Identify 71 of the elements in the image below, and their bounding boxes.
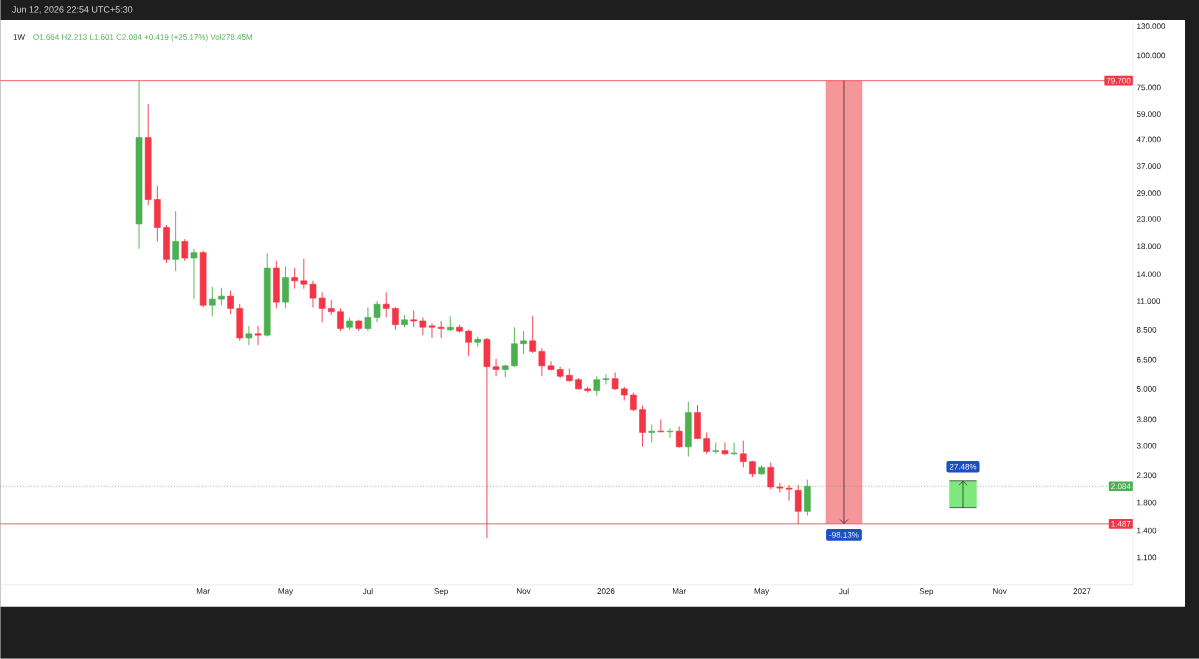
- candlestick: [529, 315, 537, 354]
- y-tick-label: 75.000: [1136, 84, 1161, 91]
- x-tick-label: May: [278, 588, 294, 596]
- candlestick: [721, 442, 729, 456]
- x-tick-label: Jul: [838, 588, 849, 595]
- candlestick: [657, 419, 665, 434]
- x-tick-label: Nov: [517, 588, 531, 595]
- y-tick-label: 6.500: [1136, 356, 1157, 363]
- y-tick-label: 5.000: [1136, 386, 1157, 392]
- ref-line-label: 2.084: [1111, 483, 1131, 490]
- candlestick: [337, 308, 344, 332]
- candlestick: [465, 329, 472, 357]
- candlestick: [392, 307, 399, 331]
- candlestick: [172, 210, 179, 272]
- candlestick: [291, 267, 298, 290]
- y-tick-label: 130.000: [1137, 23, 1166, 30]
- x-tick-label: Sep: [919, 588, 934, 596]
- ref-line-label: 1.487: [1111, 521, 1131, 527]
- candlestick: [602, 373, 610, 386]
- y-tick-label: 18.000: [1137, 243, 1161, 250]
- candlestick: [300, 258, 308, 290]
- y-tick-label: 11.000: [1137, 298, 1161, 305]
- candlestick: [767, 462, 775, 490]
- text: 1W: [13, 34, 25, 40]
- x-tick-label: 2027: [1073, 588, 1091, 595]
- annotation: -98.13%: [829, 532, 859, 538]
- candlestick: [730, 442, 738, 456]
- x-tick-label: Mar: [196, 588, 210, 595]
- annotation: 27.48%: [949, 464, 977, 470]
- candlestick: [630, 392, 637, 412]
- candlestick: [208, 286, 216, 317]
- candlestick: [712, 442, 720, 455]
- x-tick-label: Mar: [672, 588, 686, 595]
- y-tick-label: 3.800: [1136, 416, 1157, 423]
- y-tick-label: 8.500: [1136, 327, 1157, 333]
- candlestick: [190, 248, 198, 300]
- candlestick: [245, 325, 253, 346]
- y-tick-label: 2.300: [1136, 472, 1157, 479]
- candlestick: [382, 292, 390, 318]
- candlestick: [511, 326, 518, 368]
- candlestick: [181, 238, 189, 262]
- candlestick: [648, 424, 656, 443]
- candlestick: [254, 325, 262, 346]
- x-tick-label: 2026: [597, 588, 615, 595]
- x-tick-label: Sep: [434, 588, 448, 596]
- candlestick: [639, 405, 646, 448]
- text: O1.664 H2.213 L1.601 C2.084 +0.419 (+25.17%) Vol278.45M: [33, 34, 252, 42]
- y-tick-label: 1.100: [1137, 554, 1157, 561]
- y-tick-label: 3.000: [1136, 443, 1157, 449]
- candlestick: [447, 315, 454, 332]
- candlestick: [227, 290, 234, 315]
- y-tick-label: 29.000: [1136, 190, 1161, 197]
- candlestick: [703, 432, 710, 455]
- ref-line-label: 79.700: [1106, 77, 1131, 84]
- candlestick: [520, 330, 527, 355]
- x-tick-label: Nov: [993, 588, 1007, 595]
- y-tick-label: 1.400: [1137, 527, 1157, 534]
- y-tick-label: 100.000: [1137, 52, 1166, 59]
- x-tick-label: Jul: [362, 588, 373, 595]
- text: Jun 12, 2026 22:54 UTC+5:30: [12, 6, 133, 14]
- candlestick: [675, 426, 683, 449]
- candlestick: [739, 440, 747, 468]
- y-tick-label: 59.000: [1136, 111, 1161, 118]
- candlestick: [593, 375, 601, 397]
- y-tick-label: 47.000: [1136, 136, 1161, 143]
- x-tick-label: May: [754, 588, 770, 596]
- y-tick-label: 14.000: [1137, 271, 1161, 278]
- candlestick: [666, 428, 674, 439]
- y-tick-label: 23.000: [1136, 216, 1161, 222]
- y-tick-label: 37.000: [1136, 163, 1161, 170]
- y-tick-label: 1.800: [1137, 499, 1157, 506]
